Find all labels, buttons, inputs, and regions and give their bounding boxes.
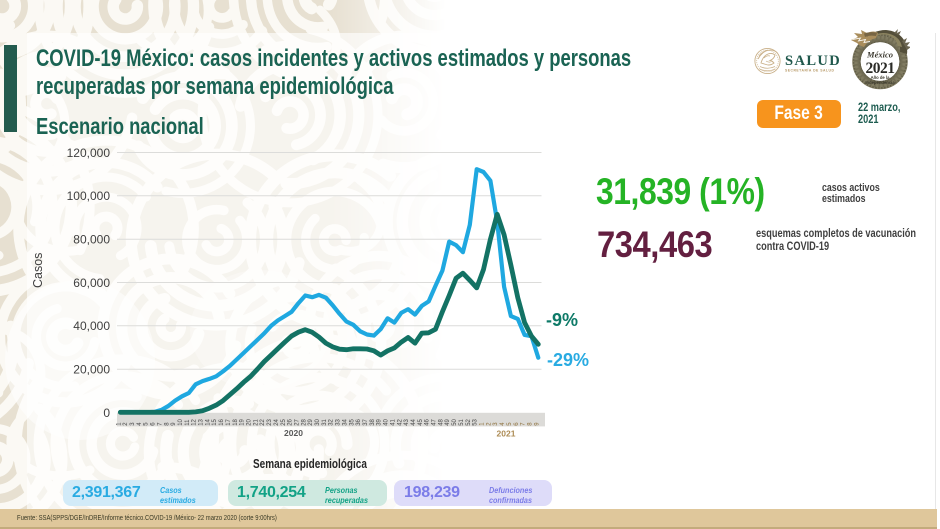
- svg-text:3: 3: [130, 422, 136, 426]
- svg-text:41: 41: [390, 418, 396, 425]
- svg-text:5: 5: [507, 422, 513, 426]
- svg-text:60,000: 60,000: [73, 276, 110, 290]
- svg-text:9: 9: [534, 422, 540, 426]
- svg-text:México: México: [866, 50, 893, 60]
- svg-text:20,000: 20,000: [73, 363, 110, 377]
- svg-text:8: 8: [164, 422, 170, 426]
- svg-text:80,000: 80,000: [73, 233, 110, 247]
- svg-text:1: 1: [116, 422, 122, 426]
- svg-text:34: 34: [342, 418, 348, 425]
- svg-text:13: 13: [199, 418, 205, 425]
- svg-text:14: 14: [205, 418, 211, 425]
- svg-text:SALUD: SALUD: [785, 53, 841, 69]
- svg-text:19: 19: [240, 418, 246, 425]
- svg-text:100,000: 100,000: [67, 189, 111, 203]
- svg-text:SECRETARÍA DE SALUD: SECRETARÍA DE SALUD: [785, 68, 834, 73]
- svg-text:27: 27: [295, 418, 301, 425]
- svg-text:4: 4: [137, 422, 143, 426]
- svg-text:8: 8: [528, 422, 534, 426]
- svg-text:51: 51: [459, 418, 465, 425]
- svg-text:23: 23: [267, 418, 273, 425]
- svg-text:39: 39: [377, 418, 383, 425]
- svg-text:50: 50: [452, 418, 458, 425]
- svg-text:35: 35: [349, 418, 355, 425]
- svg-text:1: 1: [480, 422, 486, 426]
- svg-text:29: 29: [308, 418, 314, 425]
- svg-text:45: 45: [418, 418, 424, 425]
- svg-text:25: 25: [281, 418, 287, 425]
- svg-text:16: 16: [219, 418, 225, 425]
- svg-text:36: 36: [356, 418, 362, 425]
- svg-text:120,000: 120,000: [67, 146, 111, 160]
- svg-text:37: 37: [363, 418, 369, 425]
- svg-text:38: 38: [370, 418, 376, 425]
- svg-text:40,000: 40,000: [73, 319, 110, 333]
- svg-text:43: 43: [404, 418, 410, 425]
- svg-text:31: 31: [322, 418, 328, 425]
- svg-text:32: 32: [329, 418, 335, 425]
- svg-text:2020: 2020: [284, 428, 303, 438]
- svg-text:48: 48: [438, 418, 444, 425]
- svg-text:11: 11: [185, 419, 191, 426]
- svg-text:28: 28: [301, 418, 307, 425]
- svg-text:20: 20: [247, 418, 253, 425]
- svg-text:2: 2: [486, 422, 492, 426]
- svg-text:Independencia: Independencia: [865, 80, 895, 85]
- svg-text:2021: 2021: [497, 429, 516, 439]
- svg-text:2021: 2021: [866, 60, 895, 77]
- svg-text:6: 6: [514, 422, 520, 426]
- svg-text:44: 44: [411, 418, 417, 425]
- svg-text:49: 49: [445, 418, 451, 425]
- svg-text:47: 47: [432, 418, 438, 425]
- svg-text:5: 5: [144, 422, 150, 426]
- svg-text:22: 22: [260, 418, 266, 425]
- svg-text:53: 53: [473, 418, 479, 425]
- svg-text:6: 6: [151, 422, 157, 426]
- svg-text:21: 21: [253, 418, 259, 425]
- svg-text:33: 33: [336, 418, 342, 425]
- svg-text:40: 40: [384, 418, 390, 425]
- svg-text:17: 17: [226, 418, 232, 425]
- svg-text:46: 46: [425, 418, 431, 425]
- svg-text:9: 9: [171, 422, 177, 426]
- svg-text:12: 12: [192, 418, 198, 425]
- svg-text:0: 0: [103, 406, 110, 420]
- svg-text:24: 24: [274, 418, 280, 425]
- svg-text:7: 7: [521, 422, 527, 426]
- svg-text:7: 7: [157, 422, 163, 426]
- svg-text:3: 3: [493, 422, 499, 426]
- svg-text:30: 30: [315, 418, 321, 425]
- svg-text:4: 4: [500, 422, 506, 426]
- svg-text:52: 52: [466, 418, 472, 425]
- svg-text:15: 15: [212, 418, 218, 425]
- svg-text:42: 42: [397, 418, 403, 425]
- svg-text:Año de la: Año de la: [871, 75, 891, 80]
- svg-text:18: 18: [233, 418, 239, 425]
- svg-text:26: 26: [288, 418, 294, 425]
- svg-text:10: 10: [178, 418, 184, 425]
- svg-text:Casos: Casos: [31, 253, 45, 288]
- svg-text:2: 2: [123, 422, 129, 426]
